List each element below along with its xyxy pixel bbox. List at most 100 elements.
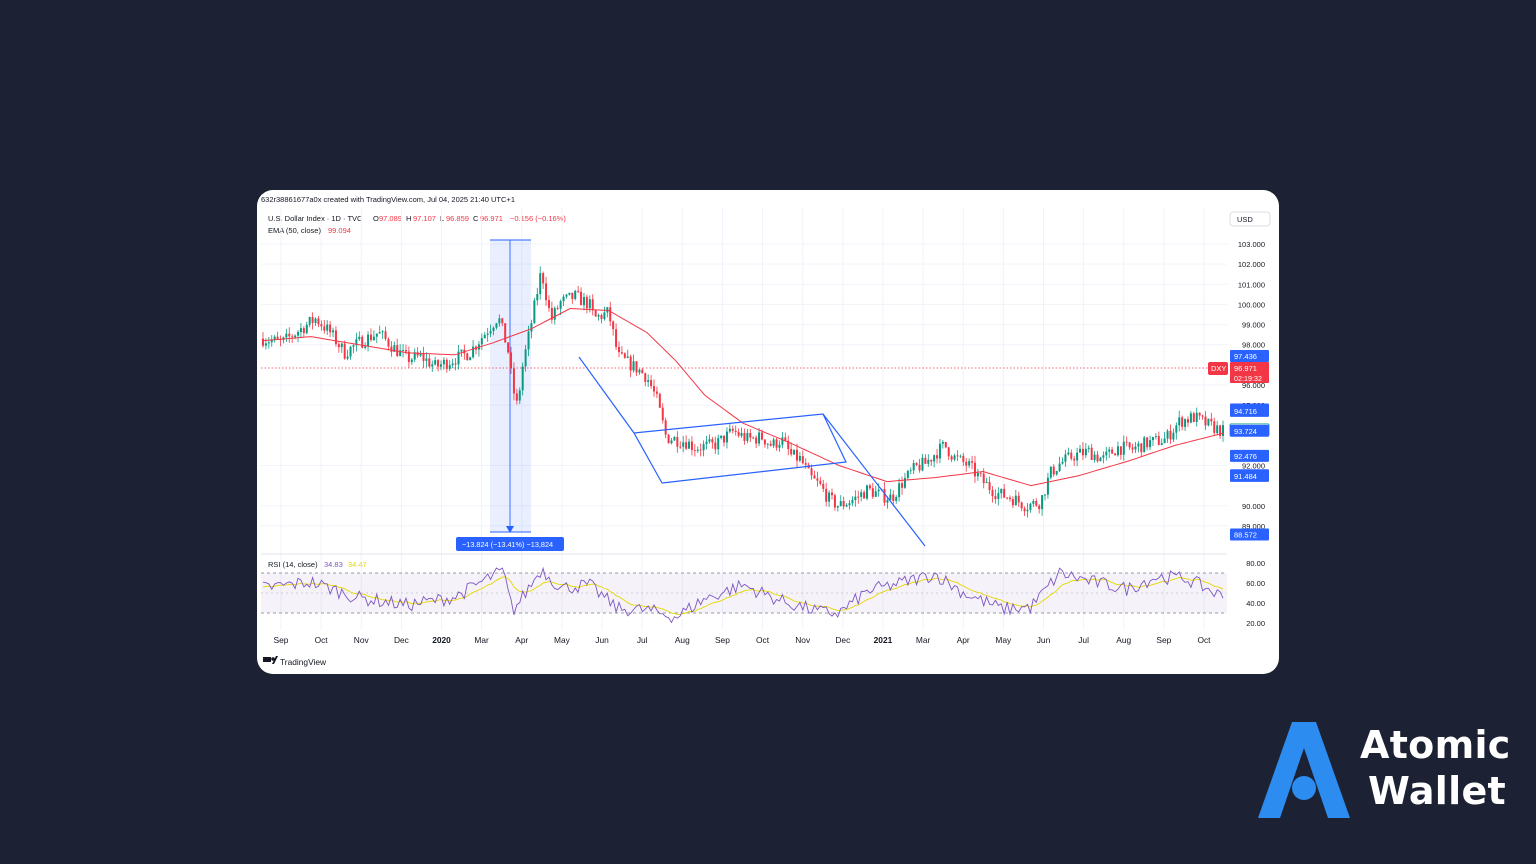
candle-body — [734, 430, 737, 433]
candle-body — [580, 291, 583, 306]
candle-body — [375, 333, 378, 337]
candle-body — [367, 334, 370, 347]
tradingview-logo-icon — [263, 656, 278, 664]
candle-body — [1081, 448, 1084, 456]
candle-body — [527, 331, 530, 350]
candle-body — [976, 472, 979, 477]
candle-body — [413, 352, 416, 360]
candle-body — [795, 449, 798, 461]
candle-body — [705, 441, 708, 444]
candle-body — [574, 290, 577, 299]
currency-label: USD — [1237, 215, 1253, 224]
candle-body — [404, 350, 407, 352]
ohlc-h-value: 97.107 — [413, 214, 436, 223]
candle-body — [968, 461, 971, 466]
candle-body — [1061, 461, 1064, 464]
rsi-tick-label: 40.00 — [1246, 599, 1265, 608]
candle-body — [673, 437, 676, 441]
candle-body — [641, 369, 644, 374]
trend-line-right[interactable] — [822, 413, 926, 547]
parallel-channel[interactable] — [633, 413, 847, 484]
candle-body — [906, 470, 909, 478]
candle-body — [679, 446, 682, 448]
candle-body — [355, 339, 358, 346]
candle-body — [723, 435, 726, 443]
candle-body — [1192, 413, 1195, 422]
candle-body — [1178, 417, 1181, 426]
candle-body — [334, 330, 337, 345]
candle-body — [898, 483, 901, 498]
x-tick-label: Nov — [354, 635, 370, 645]
candle-body — [1116, 446, 1119, 456]
candle-body — [653, 386, 656, 392]
currency-selector[interactable] — [1229, 211, 1271, 227]
candle-body — [825, 488, 828, 502]
candle-body — [725, 431, 728, 443]
candle-body — [381, 331, 384, 333]
price-level-text: 93.724 — [1234, 427, 1257, 436]
candle-body — [1181, 417, 1184, 427]
candle-body — [848, 503, 851, 506]
candle-body — [571, 292, 574, 299]
candle-body — [971, 461, 974, 463]
candle-body — [1204, 416, 1207, 426]
candle-body — [933, 455, 936, 462]
candle-body — [510, 352, 513, 369]
price-level-badge — [1230, 404, 1269, 417]
candle-body — [308, 317, 311, 325]
trend-line-left[interactable] — [578, 356, 663, 484]
candle-body — [270, 339, 273, 343]
candle-body — [609, 307, 612, 322]
rsi-ma-line — [262, 576, 1224, 615]
candle-body — [585, 296, 588, 309]
candle-body — [1017, 495, 1020, 503]
candle-body — [1216, 425, 1219, 434]
candle-body — [1111, 449, 1114, 454]
candle-body — [448, 365, 451, 369]
candle-body — [314, 318, 317, 323]
ema-line[interactable] — [262, 307, 1224, 487]
candle-body — [892, 494, 895, 501]
x-tick-label: Jul — [637, 635, 648, 645]
price-level-text: 91.484 — [1234, 472, 1257, 481]
x-tick-label: Aug — [1116, 635, 1131, 645]
x-tick-label: 2021 — [874, 635, 893, 645]
ema-legend-label: EMA (50, close) — [268, 226, 321, 235]
candle-body — [798, 456, 801, 461]
candle-body — [688, 441, 691, 449]
candle-body — [343, 343, 346, 359]
candle-body — [1000, 488, 1003, 494]
candle-body — [1201, 415, 1204, 417]
candle-body — [364, 346, 367, 348]
candle-body — [1093, 454, 1096, 460]
candle-body — [340, 343, 343, 348]
symbol-badge — [1208, 362, 1228, 375]
rsi-tick-label: 60.00 — [1246, 579, 1265, 588]
measure-range[interactable] — [490, 240, 531, 532]
candle-body — [1143, 437, 1146, 453]
candle-body — [658, 393, 661, 408]
candle-body — [1137, 443, 1140, 447]
candle-body — [492, 327, 495, 331]
x-tick-label: Oct — [756, 635, 770, 645]
candle-body — [632, 361, 635, 371]
candle-body — [390, 346, 393, 352]
candle-body — [778, 444, 781, 448]
chart-canvas[interactable]: 632r38861677a0x created with TradingView… — [257, 190, 1279, 674]
measure-label-box[interactable] — [456, 537, 564, 551]
candle-body — [524, 349, 527, 367]
candle-body — [311, 317, 314, 323]
candle-body — [1169, 430, 1172, 440]
candle-body — [670, 440, 673, 444]
candle-body — [866, 485, 869, 499]
candle-body — [1073, 458, 1076, 461]
candle-body — [685, 442, 688, 449]
rsi-line[interactable] — [262, 566, 1224, 624]
candle-body — [661, 407, 664, 421]
brand-wordmark: Atomic Wallet — [1360, 722, 1511, 814]
candle-body — [743, 432, 746, 441]
candle-body — [457, 351, 460, 365]
x-tick-label: Sep — [274, 635, 289, 645]
x-tick-label: Apr — [957, 635, 970, 645]
candle-body — [288, 333, 291, 337]
